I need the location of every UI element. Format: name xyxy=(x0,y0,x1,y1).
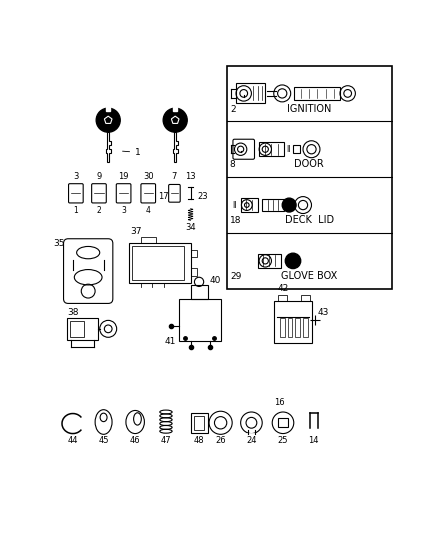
Text: 17: 17 xyxy=(158,192,168,201)
Text: 38: 38 xyxy=(67,308,79,317)
Text: 30: 30 xyxy=(143,172,154,181)
Text: 23: 23 xyxy=(198,192,208,201)
Bar xyxy=(132,246,184,280)
Text: IGNITION: IGNITION xyxy=(287,103,332,114)
Bar xyxy=(301,295,310,301)
Bar xyxy=(278,295,287,301)
Circle shape xyxy=(282,198,296,212)
Text: 41: 41 xyxy=(164,337,176,346)
Text: 13: 13 xyxy=(185,172,196,181)
Bar xyxy=(236,83,265,103)
Text: 48: 48 xyxy=(194,436,205,445)
Bar xyxy=(191,249,197,257)
Text: 3: 3 xyxy=(73,172,78,181)
Bar xyxy=(262,199,284,211)
Bar xyxy=(279,418,288,427)
Bar xyxy=(71,321,85,336)
Circle shape xyxy=(163,108,187,132)
Bar xyxy=(288,318,292,337)
Text: 43: 43 xyxy=(318,308,329,317)
Circle shape xyxy=(285,253,301,269)
Bar xyxy=(191,413,208,433)
Text: 37: 37 xyxy=(131,227,142,236)
Text: 25: 25 xyxy=(278,436,288,445)
Text: 8: 8 xyxy=(230,160,236,169)
Bar xyxy=(191,285,208,299)
Bar xyxy=(129,244,191,284)
Bar xyxy=(173,107,177,110)
Text: 3: 3 xyxy=(121,206,126,215)
Text: 2: 2 xyxy=(97,206,101,215)
Text: II: II xyxy=(286,145,291,154)
Text: 44: 44 xyxy=(67,436,78,445)
Text: 1: 1 xyxy=(74,206,78,215)
Bar xyxy=(141,237,156,244)
Circle shape xyxy=(96,108,120,132)
Text: 7: 7 xyxy=(172,172,177,181)
Text: 29: 29 xyxy=(230,272,241,281)
Text: 26: 26 xyxy=(215,436,226,445)
Text: 19: 19 xyxy=(118,172,129,181)
Bar xyxy=(194,416,205,430)
Bar xyxy=(67,318,98,340)
Bar xyxy=(259,142,284,156)
Bar xyxy=(240,198,258,212)
Bar xyxy=(294,87,340,100)
Bar xyxy=(106,107,110,110)
Text: 40: 40 xyxy=(210,276,221,285)
Text: 1: 1 xyxy=(123,148,141,157)
Text: 16: 16 xyxy=(274,398,284,407)
Bar xyxy=(303,318,307,337)
Text: DOOR: DOOR xyxy=(294,159,324,169)
Bar xyxy=(227,66,392,289)
Text: 24: 24 xyxy=(246,436,257,445)
Text: 42: 42 xyxy=(278,284,289,293)
Bar xyxy=(274,301,312,343)
Text: 45: 45 xyxy=(99,436,109,445)
Text: DECK  LID: DECK LID xyxy=(285,215,334,225)
Text: 14: 14 xyxy=(308,436,319,445)
Text: 47: 47 xyxy=(161,436,171,445)
Bar xyxy=(179,299,221,341)
Text: GLOVE BOX: GLOVE BOX xyxy=(281,271,337,281)
Text: 35: 35 xyxy=(53,239,65,248)
Text: 46: 46 xyxy=(130,436,141,445)
Bar xyxy=(293,146,300,153)
Text: II: II xyxy=(232,200,237,209)
Bar xyxy=(258,254,281,268)
Bar xyxy=(280,318,285,337)
Bar xyxy=(295,318,300,337)
Text: 4: 4 xyxy=(146,206,151,215)
Bar xyxy=(191,268,197,276)
Text: 34: 34 xyxy=(185,223,196,231)
Text: 18: 18 xyxy=(230,216,241,225)
Text: 2: 2 xyxy=(230,104,236,114)
Text: 9: 9 xyxy=(96,172,102,181)
